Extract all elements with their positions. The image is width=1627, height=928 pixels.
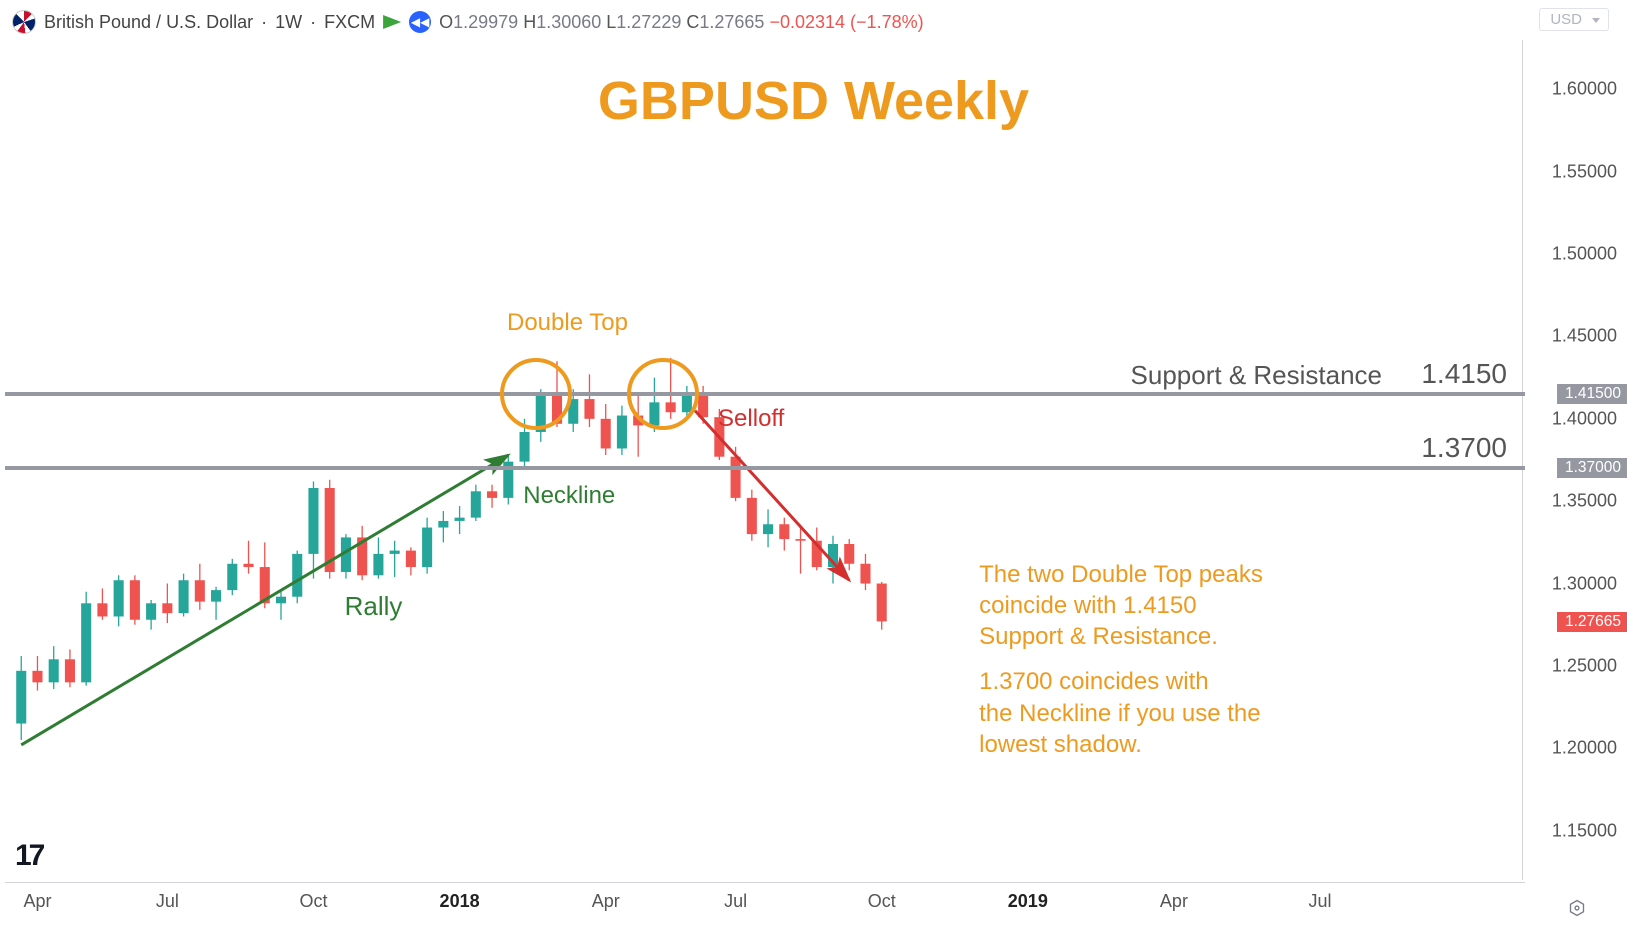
- settings-gear-icon[interactable]: [1567, 898, 1587, 918]
- chart-header: British Pound / U.S. Dollar · 1W · FXCM …: [12, 10, 924, 34]
- time-tick: Oct: [299, 891, 327, 912]
- sr-value-label: 1.3700: [1421, 432, 1507, 464]
- price-tick: 1.30000: [1552, 573, 1617, 594]
- time-tick: 2019: [1008, 891, 1048, 912]
- price-tick: 1.25000: [1552, 655, 1617, 676]
- time-tick: Oct: [868, 891, 896, 912]
- tradingview-logo-icon: 17: [15, 839, 42, 873]
- exchange-flag-icon: [383, 15, 401, 29]
- last-price-tag: 1.27665: [1557, 612, 1627, 632]
- price-tick: 1.50000: [1552, 244, 1617, 265]
- chart-annotation: Neckline: [523, 482, 615, 510]
- time-tick: Jul: [724, 891, 747, 912]
- chart-annotation: Double Top: [507, 309, 628, 337]
- time-tick: Jul: [156, 891, 179, 912]
- gbp-flag-icon: [12, 10, 36, 34]
- chart-annotation: Selloff: [718, 405, 784, 433]
- exchange-label: FXCM: [324, 12, 375, 33]
- price-tick: 1.20000: [1552, 738, 1617, 759]
- sr-value-label: 1.4150: [1421, 358, 1507, 390]
- double-top-circle: [627, 358, 699, 430]
- ohlc-high: 1.30060: [536, 12, 601, 32]
- ohlc-open: 1.29979: [453, 12, 518, 32]
- ohlc-change: −0.02314: [769, 12, 845, 32]
- chart-annotation: Rally: [345, 591, 403, 622]
- price-tick: 1.35000: [1552, 491, 1617, 512]
- price-tick: 1.60000: [1552, 79, 1617, 100]
- time-axis[interactable]: Apr Jul Oct 2018 Apr Jul Oct 2019 Apr Jul: [5, 882, 1525, 928]
- price-tick: 1.40000: [1552, 408, 1617, 429]
- time-tick: 2018: [440, 891, 480, 912]
- price-tick: 1.55000: [1552, 161, 1617, 182]
- ohlc-pct: (−1.78%): [850, 12, 924, 32]
- price-tag: 1.41500: [1557, 384, 1627, 404]
- time-tick: Apr: [592, 891, 620, 912]
- support-resistance-line: [5, 466, 1525, 470]
- price-tick: 1.45000: [1552, 326, 1617, 347]
- price-tag: 1.37000: [1557, 458, 1627, 478]
- symbol-title[interactable]: British Pound / U.S. Dollar: [44, 12, 253, 33]
- currency-dropdown[interactable]: USD: [1539, 8, 1609, 31]
- time-tick: Jul: [1309, 891, 1332, 912]
- interval-label[interactable]: 1W: [275, 12, 302, 33]
- price-tick: 1.15000: [1552, 820, 1617, 841]
- ohlc-readout: O1.29979 H1.30060 L1.27229 C1.27665 −0.0…: [439, 12, 924, 33]
- ohlc-low: 1.27229: [616, 12, 681, 32]
- time-tick: Apr: [1160, 891, 1188, 912]
- double-top-circle: [500, 358, 572, 430]
- price-axis[interactable]: 1.15000 1.20000 1.25000 1.30000 1.35000 1.400…: [1522, 40, 1627, 880]
- sr-label: Support & Resistance: [1131, 360, 1382, 391]
- chart-explanation-text: The two Double Top peakscoincide with 1.…: [979, 559, 1339, 760]
- ohlc-close: 1.27665: [699, 12, 764, 32]
- replay-icon[interactable]: ◀◀: [409, 11, 431, 33]
- time-tick: Apr: [23, 891, 51, 912]
- support-resistance-line: [5, 392, 1525, 396]
